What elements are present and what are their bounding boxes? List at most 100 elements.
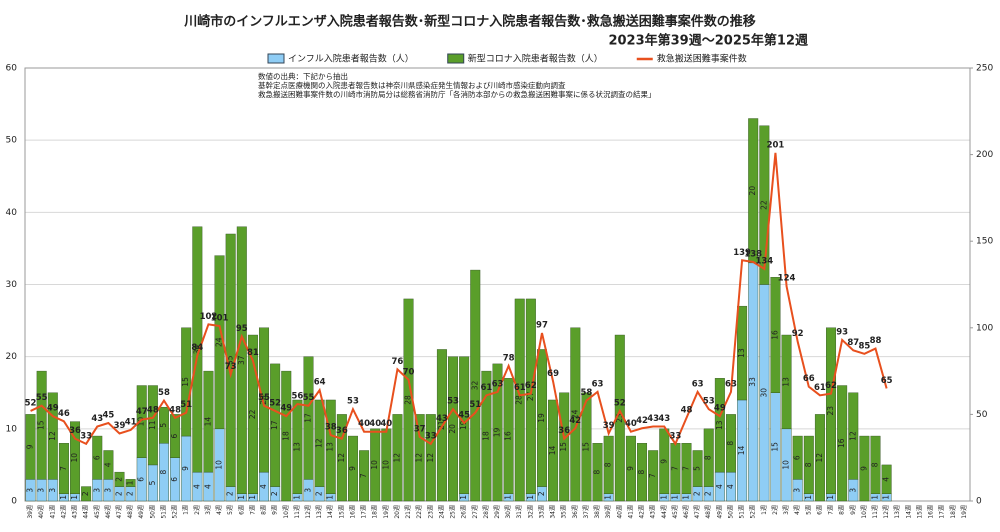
bar-value-label: 9 bbox=[181, 466, 190, 471]
bar-value-label: 16 bbox=[504, 431, 513, 441]
bar-value-label: 7 bbox=[648, 473, 657, 478]
x-tick-label: 39週 bbox=[604, 505, 612, 519]
x-tick-label: 22週 bbox=[415, 505, 423, 519]
bar-value-label: 1 bbox=[670, 495, 679, 500]
bar bbox=[870, 435, 881, 494]
x-tick-label: 19週 bbox=[960, 505, 968, 519]
y2-tick-label: 0 bbox=[976, 497, 982, 507]
x-tick-label: 47週 bbox=[693, 505, 701, 519]
x-tick-label: 32週 bbox=[526, 505, 534, 519]
x-tick-label: 7週 bbox=[248, 505, 256, 515]
bar-value-label: 1 bbox=[237, 495, 246, 500]
y2-tick-label: 150 bbox=[976, 237, 993, 247]
line-value-label: 201 bbox=[767, 140, 785, 150]
bar bbox=[314, 399, 325, 487]
x-tick-label: 12週 bbox=[304, 505, 312, 519]
x-tick-label: 37週 bbox=[582, 505, 590, 519]
line-value-label: 40 bbox=[369, 419, 381, 429]
bar bbox=[347, 435, 358, 502]
line-value-label: 47 bbox=[136, 407, 148, 417]
bar-value-label: 12 bbox=[337, 453, 346, 463]
x-tick-label: 9週 bbox=[271, 505, 279, 515]
bar-value-label: 12 bbox=[48, 431, 57, 441]
line-value-label: 62 bbox=[825, 381, 837, 391]
line-value-label: 76 bbox=[392, 357, 404, 367]
legend-swatch bbox=[447, 53, 465, 64]
x-tick-label: 4週 bbox=[215, 505, 223, 515]
line-value-label: 38 bbox=[325, 423, 337, 433]
x-tick-label: 9週 bbox=[849, 505, 857, 515]
bar-value-label: 12 bbox=[392, 453, 401, 463]
x-tick-label: 46週 bbox=[104, 505, 112, 519]
bar bbox=[514, 298, 525, 502]
bar-value-label: 8 bbox=[637, 470, 646, 475]
line-value-label: 55 bbox=[303, 393, 315, 403]
x-tick-label: 44週 bbox=[660, 505, 668, 519]
line-value-label: 46 bbox=[58, 409, 70, 419]
bar-value-label: 4 bbox=[203, 484, 212, 489]
bar-value-label: 4 bbox=[103, 462, 112, 467]
bar-value-label: 15 bbox=[37, 420, 46, 430]
bar bbox=[448, 356, 459, 502]
bar bbox=[125, 479, 136, 487]
bar bbox=[281, 370, 292, 502]
line-value-label: 139 bbox=[733, 248, 751, 258]
x-tick-label: 49週 bbox=[137, 505, 145, 519]
line-value-label: 53 bbox=[703, 397, 715, 407]
bar-value-label: 3 bbox=[793, 488, 802, 493]
x-tick-label: 51週 bbox=[738, 505, 746, 519]
line-value-label: 63 bbox=[592, 379, 604, 389]
bar-value-label: 5 bbox=[693, 466, 702, 471]
x-tick-label: 27週 bbox=[471, 505, 479, 519]
bar-value-label: 1 bbox=[248, 495, 257, 500]
x-tick-label: 15週 bbox=[337, 505, 345, 519]
bar bbox=[325, 399, 336, 494]
x-tick-label: 41週 bbox=[48, 505, 56, 519]
bar-value-label: 3 bbox=[26, 488, 35, 493]
x-tick-label: 13週 bbox=[893, 505, 901, 519]
bar-value-label: 14 bbox=[737, 445, 746, 455]
x-tick-label: 19週 bbox=[382, 505, 390, 519]
bar-value-label: 10 bbox=[215, 460, 224, 470]
x-tick-label: 43週 bbox=[649, 505, 657, 519]
y2-tick-label: 50 bbox=[976, 410, 988, 420]
y-tick-label: 50 bbox=[6, 136, 18, 146]
bar-value-label: 22 bbox=[759, 200, 768, 210]
bar bbox=[837, 385, 848, 502]
bar-value-label: 2 bbox=[115, 491, 124, 496]
x-tick-label: 11週 bbox=[871, 505, 879, 519]
bar-value-label: 6 bbox=[137, 477, 146, 482]
line-value-label: 40 bbox=[358, 419, 370, 429]
bar bbox=[336, 414, 347, 502]
line-value-label: 73 bbox=[225, 362, 237, 372]
bar-value-label: 32 bbox=[470, 381, 479, 391]
line-value-label: 41 bbox=[125, 417, 137, 427]
bar bbox=[292, 399, 303, 494]
x-tick-label: 52週 bbox=[171, 505, 179, 519]
bar bbox=[559, 392, 570, 502]
bar-value-label: 1 bbox=[126, 480, 135, 485]
line-value-label: 85 bbox=[858, 341, 870, 351]
line-value-label: 87 bbox=[847, 338, 859, 348]
line-value-label: 63 bbox=[725, 379, 737, 389]
line-value-label: 49 bbox=[714, 404, 726, 414]
bar bbox=[114, 471, 125, 487]
bar-value-label: 4 bbox=[259, 484, 268, 489]
bar-value-label: 2 bbox=[704, 491, 713, 496]
bar-value-label: 12 bbox=[426, 453, 435, 463]
bar bbox=[414, 414, 425, 502]
bar bbox=[192, 226, 203, 473]
bar bbox=[759, 125, 770, 285]
line bbox=[30, 152, 888, 446]
line-value-label: 88 bbox=[870, 336, 882, 346]
line-value-label: 36 bbox=[336, 426, 348, 436]
bar-value-label: 6 bbox=[92, 455, 101, 460]
x-tick-label: 45週 bbox=[93, 505, 101, 519]
bar-value-label: 1 bbox=[292, 495, 301, 500]
bar bbox=[81, 486, 92, 502]
bar-value-label: 2 bbox=[115, 477, 124, 482]
line-value-label: 63 bbox=[492, 379, 504, 389]
x-tick-label: 5週 bbox=[226, 505, 234, 515]
x-tick-label: 46週 bbox=[682, 505, 690, 519]
bar-value-label: 28 bbox=[515, 395, 524, 405]
